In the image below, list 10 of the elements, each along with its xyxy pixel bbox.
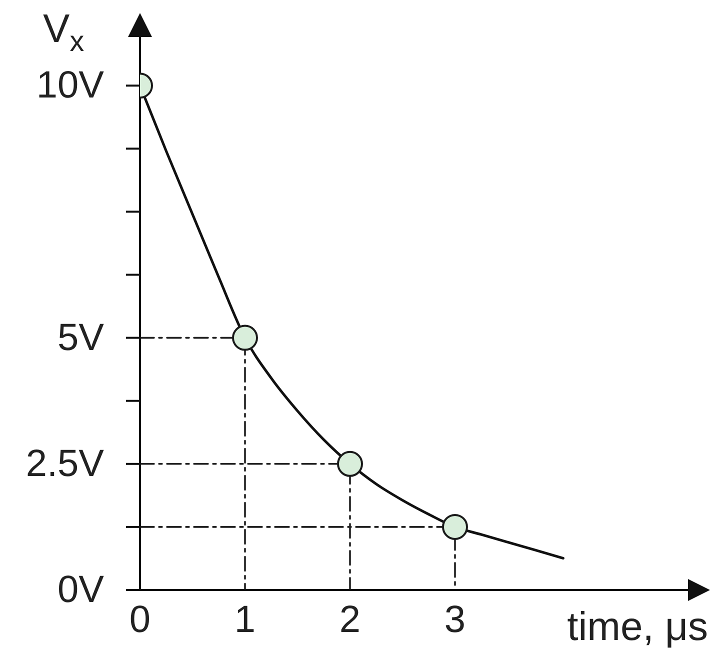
- x-tick-label: 1: [234, 599, 256, 641]
- x-tick-label: 2: [339, 599, 361, 641]
- y-tick-label: 5V: [58, 316, 105, 359]
- x-axis-title: time, μs: [567, 605, 708, 649]
- y-tick-label: 10V: [36, 64, 105, 107]
- y-tick-label: 0V: [58, 569, 105, 611]
- x-tick-label: 0: [129, 599, 151, 641]
- x-tick-label: 3: [444, 599, 466, 641]
- y-axis-title: V$_{x}$: [43, 7, 85, 58]
- y-tick-label: 2.5V: [26, 442, 105, 485]
